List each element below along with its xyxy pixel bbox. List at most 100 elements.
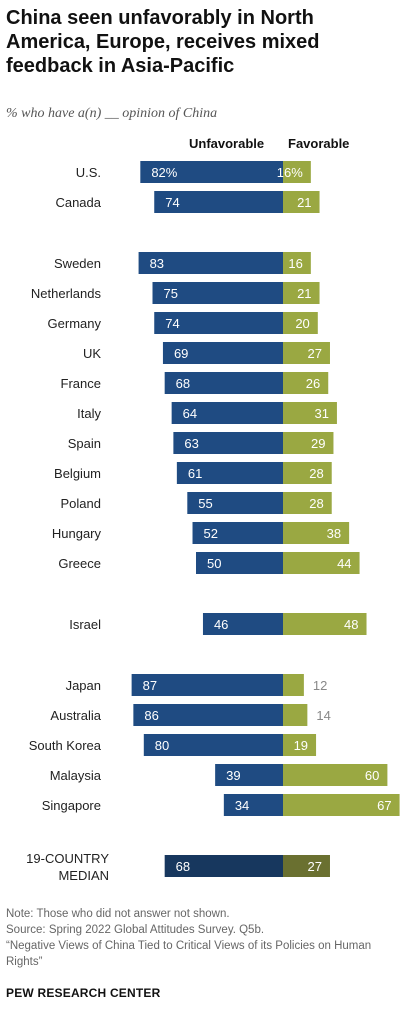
legend-unfavorable: Unfavorable [189, 136, 265, 151]
favorable-value-label: 26 [306, 376, 320, 391]
unfavorable-bar [143, 734, 283, 756]
unfavorable-value-label: 74 [165, 195, 179, 210]
row-label: Sweden [54, 256, 101, 271]
favorable-bar [283, 342, 330, 364]
favorable-value-label: 16 [288, 256, 302, 271]
favorable-value-label: 38 [327, 526, 341, 541]
favorable-bar [283, 432, 334, 454]
row-label: Netherlands [31, 286, 102, 301]
unfavorable-bar [223, 794, 283, 816]
favorable-bar [283, 402, 337, 424]
unfavorable-value-label: 74 [165, 316, 179, 331]
favorable-value-label: 27 [308, 859, 322, 874]
unfavorable-value-label: 63 [184, 436, 198, 451]
footer: Note: Those who did not answer not shown… [6, 906, 400, 970]
unfavorable-bar [154, 312, 283, 334]
unfavorable-value-label: 61 [188, 466, 202, 481]
row-label: Poland [61, 496, 101, 511]
favorable-value-label: 20 [295, 316, 309, 331]
favorable-bar [283, 734, 317, 756]
favorable-bar [283, 794, 400, 816]
favorable-bar [283, 764, 388, 786]
row-label: Italy [77, 406, 101, 421]
unfavorable-bar [133, 704, 283, 726]
row-label: Singapore [42, 798, 101, 813]
favorable-value-label: 60 [365, 768, 379, 783]
chart-subtitle: % who have a(n) __ opinion of China [6, 106, 218, 121]
unfavorable-value-label: 69 [174, 346, 188, 361]
favorable-bar [283, 252, 311, 274]
favorable-bar [283, 191, 320, 213]
favorable-bar [283, 613, 367, 635]
unfavorable-value-label: 39 [226, 768, 240, 783]
favorable-bar [283, 704, 308, 726]
row-label: UK [83, 346, 101, 361]
unfavorable-value-label: 68 [176, 859, 190, 874]
row-label: Israel [69, 617, 101, 632]
unfavorable-bar [131, 674, 283, 696]
row-label: Spain [68, 436, 101, 451]
unfavorable-bar [138, 252, 283, 274]
favorable-value-label: 29 [311, 436, 325, 451]
favorable-value-label: 28 [309, 496, 323, 511]
favorable-value-label: 19 [294, 738, 308, 753]
favorable-value-label: 14 [316, 708, 330, 723]
favorable-bar [283, 312, 318, 334]
row-label: Japan [66, 678, 101, 693]
row-label: Malaysia [50, 768, 102, 783]
unfavorable-value-label: 83 [150, 256, 164, 271]
unfavorable-value-label: 87 [143, 678, 157, 693]
row-label: South Korea [29, 738, 102, 753]
unfavorable-value-label: 55 [198, 496, 212, 511]
favorable-bar [283, 282, 320, 304]
unfavorable-bar [154, 191, 283, 213]
unfavorable-bar [164, 855, 283, 877]
row-label: Australia [50, 708, 101, 723]
unfavorable-value-label: 46 [214, 617, 228, 632]
unfavorable-bar [202, 613, 283, 635]
favorable-value-label: 67 [377, 798, 391, 813]
unfavorable-bar [196, 552, 283, 574]
row-label: Hungary [52, 526, 102, 541]
favorable-bar [283, 372, 329, 394]
favorable-bar [283, 492, 332, 514]
row-label: 19-COUNTRY [26, 851, 109, 866]
unfavorable-bar [162, 342, 283, 364]
unfavorable-bar [215, 764, 283, 786]
unfavorable-value-label: 86 [144, 708, 158, 723]
favorable-value-label: 48 [344, 617, 358, 632]
row-label: France [61, 376, 101, 391]
favorable-bar [283, 855, 330, 877]
favorable-value-label: 21 [297, 286, 311, 301]
favorable-value-label: 44 [337, 556, 351, 571]
favorable-bar [283, 552, 360, 574]
chart-title: China seen unfavorably in North America,… [6, 7, 320, 77]
unfavorable-value-label: 64 [183, 406, 197, 421]
unfavorable-value-label: 50 [207, 556, 221, 571]
unfavorable-bar [171, 402, 283, 424]
favorable-bar [283, 674, 304, 696]
row-label: Greece [58, 556, 101, 571]
favorable-value-label: 31 [314, 406, 328, 421]
unfavorable-bar [173, 432, 283, 454]
favorable-value-label: 27 [308, 346, 322, 361]
unfavorable-bar [192, 522, 283, 544]
brand-label: PEW RESEARCH CENTER [6, 986, 161, 1000]
unfavorable-value-label: 68 [176, 376, 190, 391]
favorable-value-label: 16% [277, 165, 303, 180]
favorable-value-label: 21 [297, 195, 311, 210]
unfavorable-value-label: 75 [164, 286, 178, 301]
favorable-value-label: 12 [313, 678, 327, 693]
favorable-bar [283, 522, 350, 544]
unfavorable-bar [140, 161, 283, 183]
favorable-value-label: 28 [309, 466, 323, 481]
row-label: Belgium [54, 466, 101, 481]
unfavorable-bar [187, 492, 283, 514]
unfavorable-bar [176, 462, 283, 484]
favorable-bar [283, 462, 332, 484]
unfavorable-value-label: 52 [204, 526, 218, 541]
footer-report: “Negative Views of China Tied to Critica… [6, 940, 372, 968]
row-label: Germany [48, 316, 102, 331]
footer-source: Source: Spring 2022 Global Attitudes Sur… [6, 924, 265, 936]
